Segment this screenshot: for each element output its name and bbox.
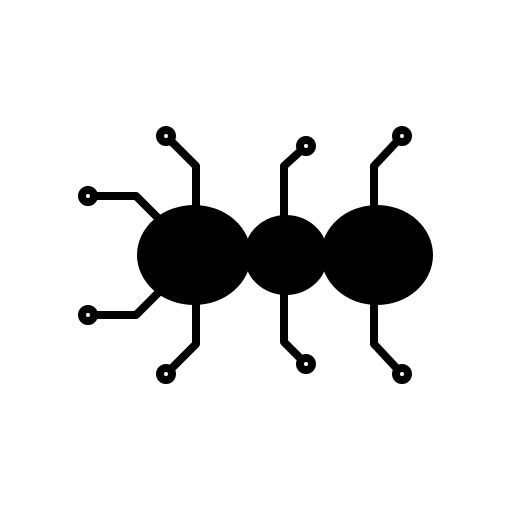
head-upper-tip [156,126,176,146]
middle-lower-tip [296,354,316,374]
head-lower-tip [156,364,176,384]
front-lower-tip [78,305,98,325]
rear-lower-leg [370,296,406,378]
front-lower-antenna [84,289,162,319]
head-upper-leg [162,132,200,214]
head-lower-leg [162,296,200,378]
ant-abdomen [321,205,433,305]
ant-thorax [244,215,328,295]
middle-lower-leg [280,286,310,368]
middle-upper-leg [280,142,310,224]
front-upper-tip [78,186,98,206]
middle-upper-tip [296,136,316,156]
front-upper-antenna [84,192,162,222]
ant-leg-tips [78,126,412,384]
ant-head [137,205,251,305]
rear-upper-leg [370,132,406,214]
rear-upper-tip [392,126,412,146]
ant-body [137,205,433,305]
rear-lower-tip [392,364,412,384]
